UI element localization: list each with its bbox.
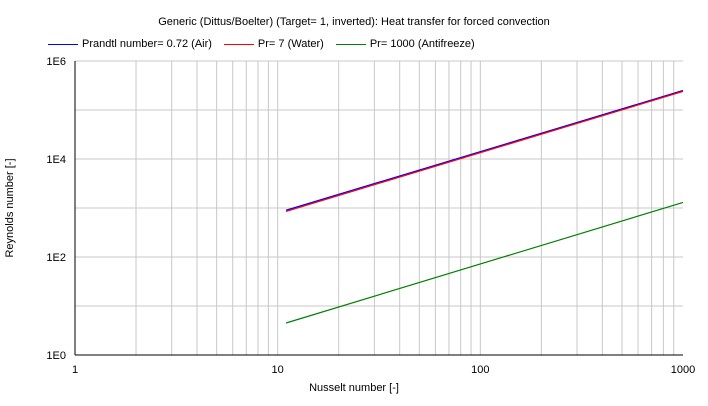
axes: 1 10 100 1000 1E0 1E2 1E4 1E6 [46,56,695,376]
legend-item-antifreeze: Pr= 1000 (Antifreeze) [335,38,475,50]
y-tick-label: 1E6 [46,56,66,68]
x-tick-label: 1 [72,364,78,376]
grid [74,60,683,356]
y-tick-label: 1E0 [46,350,66,362]
legend-label-air: Prandtl number= 0.72 (Air) [82,38,212,50]
x-tick-label: 100 [471,364,489,376]
y-tick-label: 1E2 [46,252,66,264]
legend-label-antifreeze: Pr= 1000 (Antifreeze) [369,38,475,50]
series-line-2 [285,201,684,324]
chart-title: Generic (Dittus/Boelter) (Target= 1, inv… [158,16,550,28]
series-line-0 [285,89,684,211]
legend-swatch-air [48,43,78,45]
legend-item-water: Pr= 7 (Water) [223,38,324,50]
legend-label-water: Pr= 7 (Water) [257,38,324,50]
y-tick-label: 1E4 [46,154,66,166]
series [285,89,684,324]
legend-swatch-water [223,43,254,45]
legend-item-air: Prandtl number= 0.72 (Air) [48,38,212,50]
y-axis-label: Reynolds number [-] [4,158,16,258]
series-line-1 [285,90,684,213]
legend: Prandtl number= 0.72 (Air) Pr= 7 (Water)… [48,38,475,50]
x-tick-label: 1000 [671,364,695,376]
legend-swatch-antifreeze [335,43,366,45]
x-tick-label: 10 [272,364,284,376]
x-axis-label: Nusselt number [-] [309,382,399,394]
